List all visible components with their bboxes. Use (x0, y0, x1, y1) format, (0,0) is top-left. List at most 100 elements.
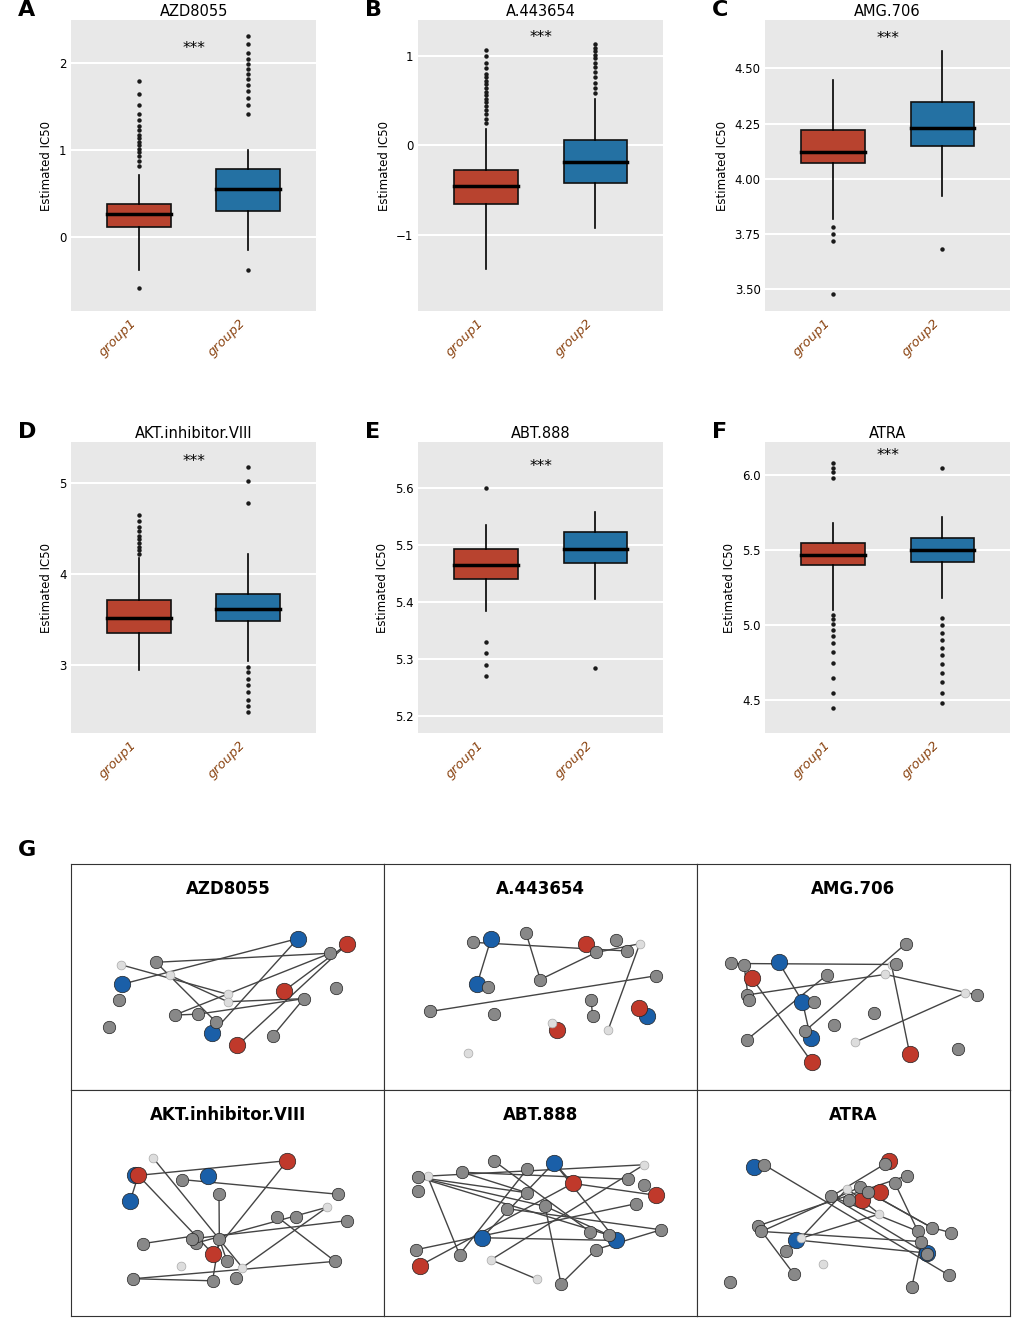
Point (631, 933, 647, 954)
Point (552, 1273, 569, 1294)
Point (792, 1228, 808, 1249)
FancyBboxPatch shape (216, 594, 279, 622)
Point (871, 1181, 888, 1203)
Point (735, 954, 751, 975)
Point (607, 1229, 624, 1251)
Point (769, 952, 786, 973)
Y-axis label: Estimated IC50: Estimated IC50 (41, 121, 53, 210)
Point (882, 954, 899, 975)
Point (777, 1240, 794, 1261)
Point (200, 1166, 216, 1187)
Point (289, 928, 306, 949)
Point (647, 965, 663, 986)
Text: ATRA: ATRA (828, 1106, 877, 1124)
Point (639, 1006, 655, 1027)
Point (460, 1042, 476, 1063)
Text: A.443654: A.443654 (495, 880, 585, 898)
Point (738, 1029, 754, 1050)
Point (218, 1251, 234, 1272)
Text: ABT.888: ABT.888 (502, 1106, 578, 1124)
Point (721, 953, 738, 974)
Title: AKT.inhibitor.VIII: AKT.inhibitor.VIII (135, 427, 252, 441)
Point (204, 1271, 220, 1292)
Point (886, 1172, 902, 1193)
Point (485, 1150, 501, 1171)
Point (318, 1196, 334, 1217)
Point (548, 1019, 565, 1041)
Point (584, 1005, 600, 1026)
Text: A: A (17, 0, 35, 20)
Point (647, 1184, 663, 1205)
Point (208, 1011, 224, 1033)
Point (148, 952, 164, 973)
Point (794, 991, 810, 1013)
Point (802, 1027, 818, 1049)
Text: E: E (365, 421, 379, 441)
Point (818, 964, 835, 985)
Point (796, 1021, 812, 1042)
FancyBboxPatch shape (454, 170, 518, 203)
Point (825, 1014, 842, 1035)
Point (264, 1026, 280, 1047)
Point (204, 1022, 220, 1043)
Point (899, 1166, 915, 1187)
Text: ***: *** (182, 455, 205, 469)
Point (287, 1207, 304, 1228)
Point (229, 1035, 246, 1057)
Point (853, 1189, 869, 1211)
Text: ***: *** (875, 448, 898, 462)
Point (788, 1229, 804, 1251)
Title: AMG.706: AMG.706 (854, 4, 920, 19)
Point (485, 1003, 501, 1025)
Point (518, 922, 534, 944)
Point (912, 1231, 928, 1252)
Point (453, 1162, 470, 1183)
Text: ***: *** (875, 32, 898, 47)
Point (652, 1219, 668, 1240)
Point (745, 1156, 761, 1177)
Point (135, 1233, 151, 1255)
Point (880, 1151, 897, 1172)
Y-axis label: Estimated IC50: Estimated IC50 (377, 121, 390, 210)
Point (279, 1150, 296, 1171)
Point (482, 929, 498, 950)
Point (740, 989, 756, 1010)
Point (859, 1181, 875, 1203)
Point (211, 1184, 227, 1205)
Point (322, 942, 338, 964)
Y-axis label: Estimated IC50: Estimated IC50 (376, 542, 389, 633)
Point (498, 1199, 515, 1220)
Point (519, 1183, 535, 1204)
Y-axis label: Estimated IC50: Estimated IC50 (722, 542, 736, 633)
Point (620, 1168, 636, 1189)
Point (876, 1154, 893, 1175)
Point (296, 987, 312, 1009)
Point (743, 968, 759, 989)
Point (211, 1228, 227, 1249)
Point (865, 1002, 881, 1023)
Point (101, 1017, 117, 1038)
Text: C: C (711, 0, 728, 20)
Text: ***: *** (529, 31, 551, 45)
Point (876, 964, 893, 985)
Text: B: B (365, 0, 381, 20)
FancyBboxPatch shape (910, 538, 973, 562)
FancyBboxPatch shape (801, 542, 864, 565)
Point (482, 1249, 498, 1271)
FancyBboxPatch shape (801, 130, 864, 163)
Point (465, 932, 481, 953)
FancyBboxPatch shape (454, 549, 518, 579)
Point (755, 1155, 771, 1176)
Point (619, 941, 635, 962)
Point (803, 1051, 819, 1073)
Point (419, 1166, 435, 1187)
Point (630, 997, 646, 1018)
Point (166, 1005, 182, 1026)
Point (870, 1203, 887, 1224)
Text: AKT.inhibitor.VIII: AKT.inhibitor.VIII (150, 1106, 306, 1124)
Title: ATRA: ATRA (868, 427, 906, 441)
Point (628, 1193, 644, 1215)
Title: AZD8055: AZD8055 (159, 4, 227, 19)
Point (805, 991, 821, 1013)
FancyBboxPatch shape (562, 140, 626, 183)
